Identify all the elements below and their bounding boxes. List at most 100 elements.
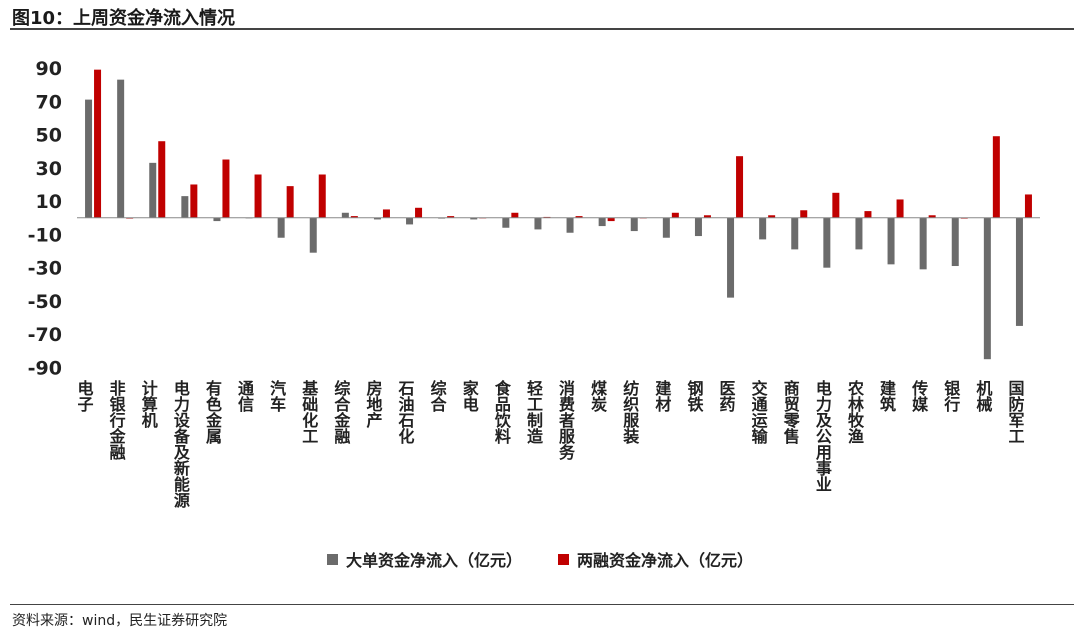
legend-item-series2: 两融资金净流入（亿元） bbox=[558, 547, 753, 571]
bar-series1 bbox=[85, 99, 93, 218]
bar-series1 bbox=[470, 217, 478, 220]
x-tick-label: 综合金融 bbox=[331, 379, 351, 445]
figure-title: 图10：上周资金净流入情况 bbox=[12, 8, 236, 29]
x-tick-label: 消费者服务 bbox=[556, 379, 576, 461]
x-tick-label: 传媒 bbox=[909, 379, 929, 413]
bar-series1 bbox=[213, 217, 221, 222]
bar-series1 bbox=[983, 217, 991, 360]
legend-swatch-series1 bbox=[326, 553, 338, 565]
bar-series2 bbox=[318, 174, 326, 218]
x-tick-label: 钢铁 bbox=[684, 379, 703, 413]
bar-series1 bbox=[855, 217, 863, 250]
chart-legend: 大单资金净流入（亿元） 两融资金净流入（亿元） bbox=[0, 547, 1080, 571]
bar-series2 bbox=[222, 159, 230, 218]
bar-series2 bbox=[254, 174, 262, 218]
bar-series2 bbox=[864, 211, 872, 218]
x-tick-label: 医药 bbox=[717, 380, 736, 413]
x-tick-label: 电子 bbox=[75, 379, 94, 413]
y-tick-label: 10 bbox=[36, 191, 62, 213]
source-note: 资料来源：wind，民生证券研究院 bbox=[12, 613, 228, 629]
y-tick-label: 50 bbox=[36, 125, 62, 147]
bar-series1 bbox=[309, 217, 317, 253]
x-tick-label: 国防军工 bbox=[1005, 380, 1024, 444]
bar-series1 bbox=[406, 217, 414, 225]
bar-series2 bbox=[896, 199, 904, 218]
bar-series2 bbox=[671, 212, 679, 218]
bar-series2 bbox=[736, 156, 744, 218]
y-tick-label: 30 bbox=[36, 158, 62, 180]
legend-swatch-series2 bbox=[558, 553, 569, 565]
x-tick-label: 机械 bbox=[973, 379, 992, 413]
bar-series1 bbox=[919, 217, 927, 270]
y-tick-label: -10 bbox=[28, 224, 62, 246]
bar-series2 bbox=[703, 215, 711, 218]
bar-series1 bbox=[149, 162, 157, 218]
bar-series2 bbox=[415, 207, 423, 218]
bar-series1 bbox=[181, 196, 189, 218]
bar-series1 bbox=[823, 217, 831, 268]
bar-series1 bbox=[1015, 217, 1023, 326]
x-tick-label: 综合 bbox=[428, 379, 447, 413]
x-tick-label: 非银行金融 bbox=[107, 379, 127, 461]
x-tick-label: 食品饮料 bbox=[492, 379, 512, 445]
x-tick-label: 电力设备及新能源 bbox=[171, 379, 191, 509]
bar-series1 bbox=[727, 217, 735, 298]
bar-series1 bbox=[373, 217, 381, 220]
x-tick-label: 建材 bbox=[652, 380, 671, 413]
bar-series2 bbox=[800, 210, 808, 218]
bar-series1 bbox=[277, 217, 285, 238]
x-tick-label: 通信 bbox=[235, 380, 254, 413]
bar-series2 bbox=[190, 184, 198, 218]
x-tick-label: 纺织服装 bbox=[620, 379, 640, 445]
x-tick-label: 基础化工 bbox=[299, 379, 319, 444]
bar-series1 bbox=[694, 217, 702, 237]
x-tick-label: 汽车 bbox=[267, 379, 286, 413]
x-tick-label: 有色金属 bbox=[203, 379, 223, 445]
y-tick-label: -30 bbox=[28, 258, 62, 280]
title-divider bbox=[10, 28, 1074, 30]
x-tick-label: 房地产 bbox=[363, 379, 382, 429]
bar-series1 bbox=[117, 79, 125, 218]
bar-series1 bbox=[341, 212, 349, 218]
y-tick-label: 90 bbox=[36, 58, 62, 80]
bar-series2 bbox=[928, 215, 936, 218]
bar-series1 bbox=[534, 217, 542, 230]
bar-series1 bbox=[598, 217, 606, 227]
y-tick-label: -70 bbox=[28, 324, 62, 346]
x-tick-label: 计算机 bbox=[139, 379, 158, 429]
bar-series2 bbox=[992, 136, 1000, 218]
bar-series1 bbox=[630, 217, 638, 232]
bar-series2 bbox=[511, 212, 519, 218]
legend-label-series2: 两融资金净流入（亿元） bbox=[577, 551, 754, 570]
bar-series2 bbox=[447, 216, 455, 218]
bar-series1 bbox=[662, 217, 670, 238]
bar-series2 bbox=[350, 216, 358, 218]
bar-series2 bbox=[1024, 194, 1032, 218]
source-divider bbox=[10, 604, 1074, 605]
bar-series2 bbox=[286, 186, 294, 218]
bar-series2 bbox=[832, 192, 840, 218]
bar-series1 bbox=[887, 217, 895, 265]
x-tick-label: 商贸零售 bbox=[781, 379, 801, 445]
bar-series1 bbox=[759, 217, 767, 240]
bar-series1 bbox=[502, 217, 510, 228]
bar-series1 bbox=[566, 217, 574, 233]
bar-series2 bbox=[575, 216, 583, 218]
x-tick-label: 家电 bbox=[460, 379, 479, 412]
x-tick-label: 石油石化 bbox=[396, 380, 416, 444]
x-tick-label: 煤炭 bbox=[588, 379, 607, 413]
x-tick-label: 银行 bbox=[941, 379, 961, 413]
y-tick-label: -50 bbox=[28, 291, 62, 313]
y-tick-label: -90 bbox=[28, 358, 62, 380]
bar-series2 bbox=[607, 217, 615, 222]
x-tick-label: 农林牧渔 bbox=[845, 379, 865, 445]
legend-item-series1: 大单资金净流入（亿元） bbox=[326, 547, 522, 571]
bar-series1 bbox=[951, 217, 959, 267]
x-tick-label: 交通运输 bbox=[749, 379, 768, 445]
bar-series2 bbox=[158, 141, 166, 218]
bar-series2 bbox=[382, 209, 390, 218]
x-tick-label: 电力及公用事业 bbox=[813, 379, 832, 492]
bar-series1 bbox=[791, 217, 799, 250]
x-tick-label: 轻工制造 bbox=[524, 379, 543, 444]
bar-series2 bbox=[768, 215, 776, 218]
